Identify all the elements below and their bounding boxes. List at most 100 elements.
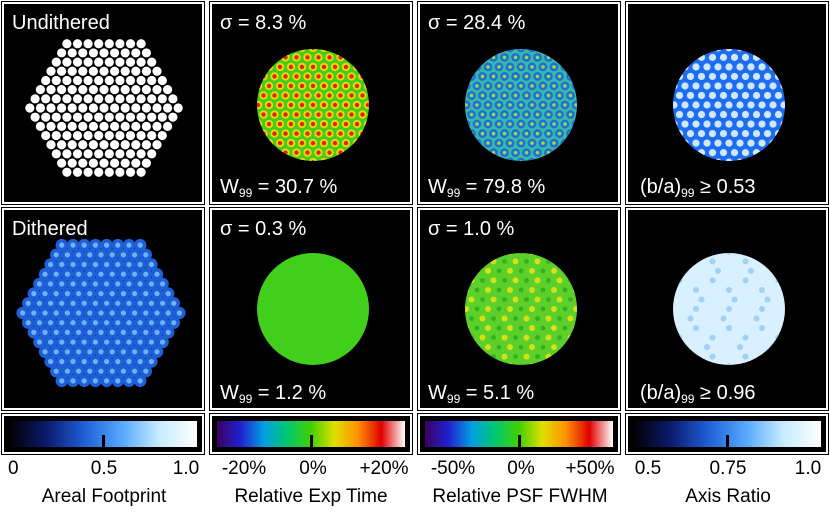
fiber-dot (67, 121, 77, 131)
psf-cell-core (475, 65, 479, 69)
fiber-dot (51, 149, 61, 159)
fiber-dot (78, 158, 88, 168)
fiber-core (120, 271, 126, 277)
exp-hotspot-core (283, 93, 288, 98)
psf-cell-core (557, 112, 562, 117)
colorbar-tick (102, 435, 105, 447)
fiber-dot (157, 112, 167, 122)
exp-hotspot-core (288, 159, 294, 161)
fiber-core (143, 349, 149, 355)
fiber-core (98, 310, 104, 316)
axis-spot (759, 286, 765, 293)
psf-mottle (491, 354, 496, 360)
fiber-dot (131, 85, 141, 95)
w99-dithered-exp: W99 = 1.2 % (220, 382, 327, 406)
axis-spot (692, 158, 700, 161)
psf-cell-core (469, 74, 474, 79)
axis-spot (759, 325, 765, 332)
axis-spot (792, 306, 798, 312)
fiber-core (48, 261, 54, 268)
caption-axis-ratio: Axis Ratio (685, 486, 771, 507)
psf-cell-core (546, 93, 551, 98)
psf-cell-core (469, 112, 474, 117)
psf-mottle (485, 363, 491, 365)
fiber-core (53, 329, 59, 335)
fiber-core (160, 300, 166, 306)
exp-hotspot (358, 129, 367, 138)
psf-mottle (507, 306, 513, 312)
fiber-dot (67, 85, 77, 95)
psf-cell (527, 49, 537, 53)
psf-mottle (474, 268, 480, 274)
fiber-dot (62, 39, 72, 49)
fiber-core (92, 358, 98, 365)
fiber-dot (94, 94, 104, 104)
fiber-core (137, 242, 143, 248)
fiber-dot (78, 48, 88, 58)
fiber-core (143, 310, 149, 316)
axis-spot (719, 53, 728, 61)
colorbar-tick (726, 435, 729, 447)
axis-spot (714, 139, 722, 147)
exp-hotspot-core (261, 93, 266, 98)
psf-cell-core (524, 55, 529, 60)
exp-hotspot-core (294, 131, 299, 136)
fiber-dot (35, 121, 45, 131)
psf-cell (577, 110, 586, 119)
fiber-core (31, 291, 37, 297)
psf-mottle (480, 278, 485, 283)
fiber-dot (62, 57, 72, 67)
exp-hotspot-core (305, 150, 310, 155)
psf-mottle (491, 335, 496, 340)
undithered-axis-ratio-map (673, 49, 785, 161)
fiber-core (137, 339, 143, 345)
axis-spot (741, 91, 750, 100)
fiber-core (143, 329, 149, 335)
fiber-core (36, 300, 43, 306)
psf-cell-core (508, 160, 512, 161)
psf-cell-core (552, 141, 556, 145)
exp-hotspot-core (294, 150, 299, 155)
fiber-core (59, 242, 65, 248)
psf-cell-core (557, 131, 562, 136)
axis-spot (681, 101, 689, 109)
fiber-dot (62, 112, 72, 122)
exp-hotspot-core (283, 112, 288, 117)
psf-cell-core (519, 103, 523, 107)
axis-spot (686, 53, 695, 61)
fiber-dot (83, 149, 93, 159)
fiber-core (126, 281, 132, 287)
fiber-dot (152, 85, 162, 95)
psf-cell (465, 119, 471, 129)
psf-cell-core (585, 103, 589, 107)
exp-hotspot-core (332, 64, 338, 70)
fiber-core (53, 252, 59, 258)
psf-cell-core (486, 141, 490, 145)
fiber-core (64, 310, 70, 316)
exp-hotspot (363, 119, 369, 129)
fiber-core (87, 310, 93, 316)
exp-hotspot (259, 72, 268, 81)
fiber-core (87, 368, 93, 374)
exp-hotspot-core (272, 112, 277, 117)
axis-spot (730, 91, 739, 100)
fiber-core (59, 320, 65, 326)
axis-spot (741, 149, 750, 157)
psf-cell-core (535, 55, 540, 60)
fiber-dot (46, 121, 56, 131)
exp-hotspot-core (371, 93, 375, 97)
psf-mottle (458, 316, 464, 322)
axis-spot (769, 82, 777, 90)
exp-hotspot-core (261, 74, 266, 79)
colorbar-tick (518, 435, 521, 447)
axis-spot (703, 101, 711, 109)
panel-dithered-axis-ratio: (b/a)99 ≥ 0.96 (626, 208, 828, 410)
psf-mottle (524, 258, 529, 264)
fiber-core (148, 281, 154, 287)
axis-spot (708, 53, 717, 61)
fiber-dot (46, 140, 56, 150)
psf-cell-core (535, 74, 540, 79)
axis-spot (741, 53, 750, 61)
exp-hotspot-core (332, 140, 338, 146)
fiber-dot (136, 167, 146, 177)
